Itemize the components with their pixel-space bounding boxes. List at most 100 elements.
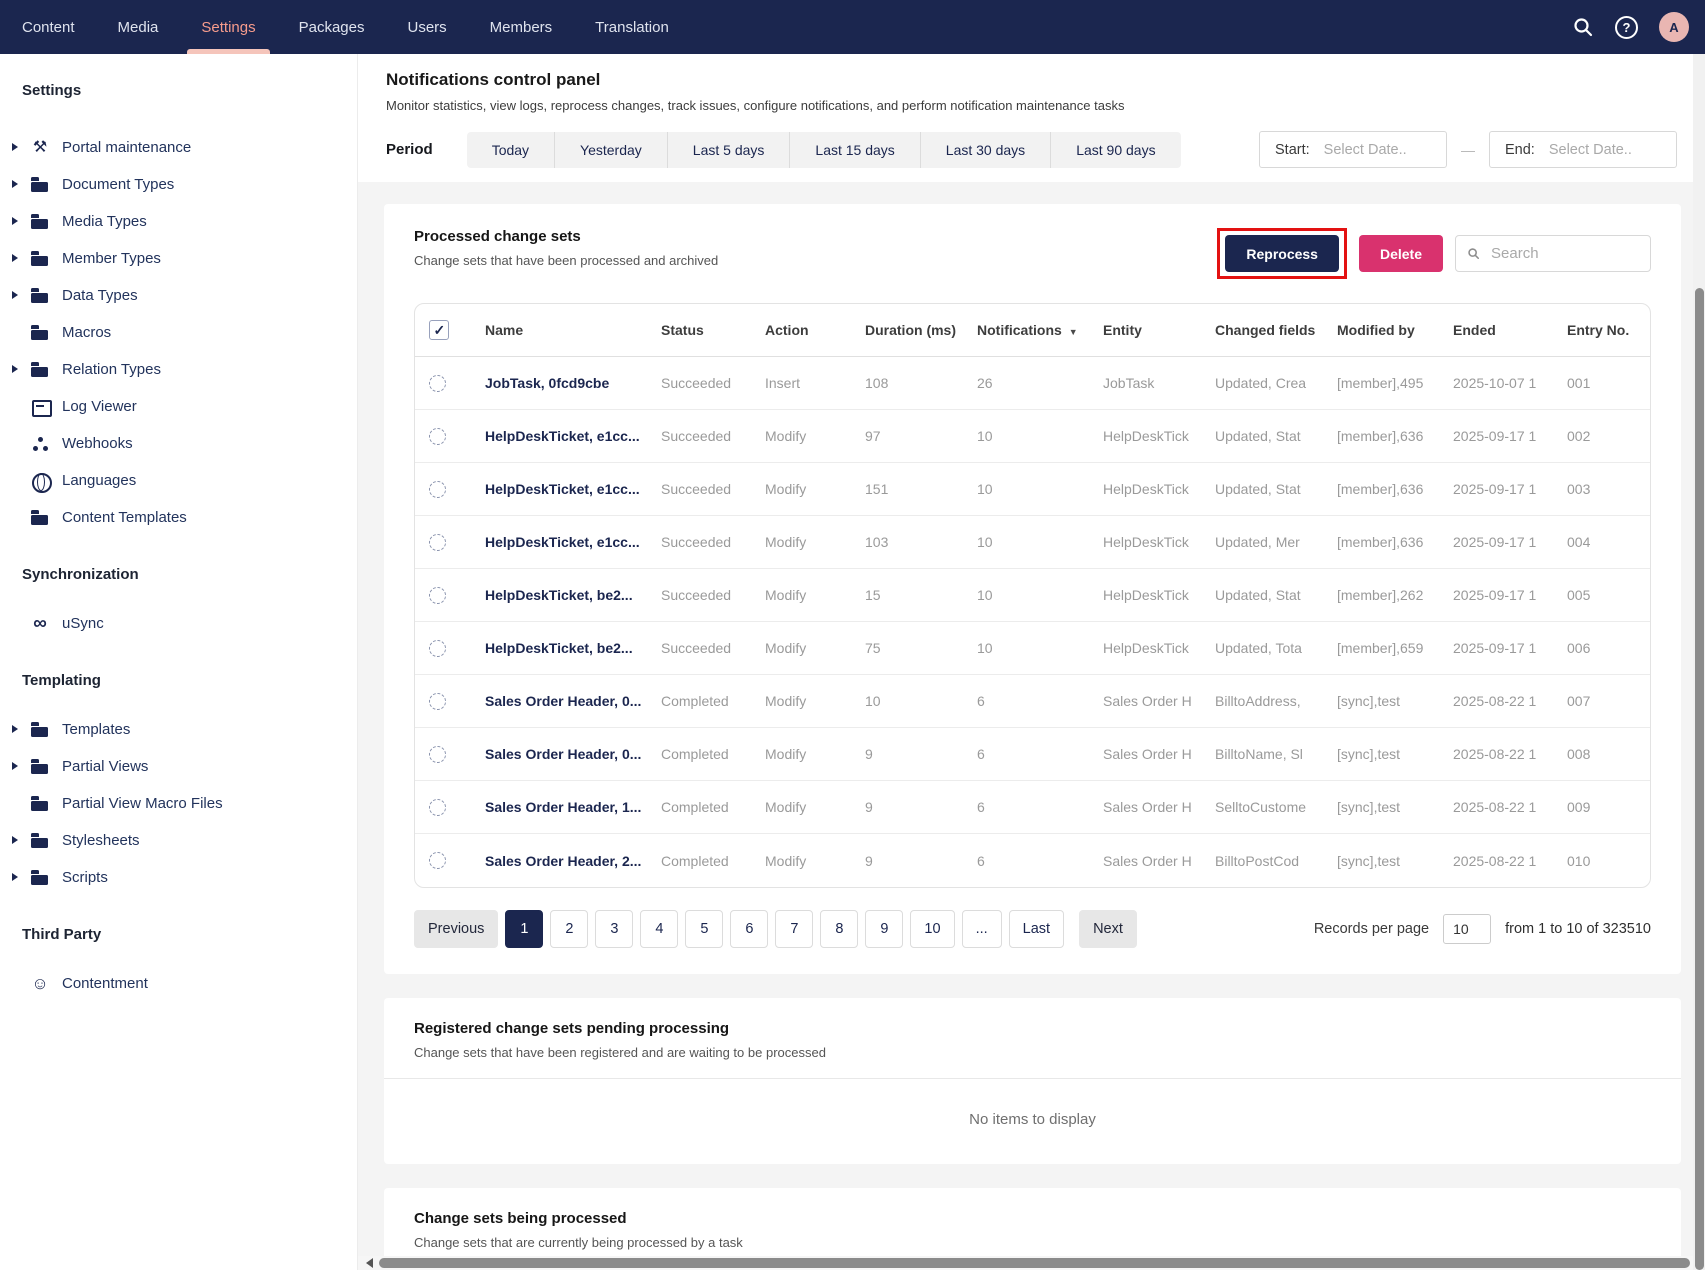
previous-page-button[interactable]: Previous	[414, 910, 499, 948]
expand-caret-icon[interactable]	[10, 141, 26, 155]
page-number-button[interactable]: 4	[640, 910, 679, 948]
start-date-picker[interactable]: Start: Select Date..	[1259, 131, 1447, 168]
cell-name[interactable]: HelpDeskTicket, e1cc...	[485, 481, 640, 497]
nav-tab[interactable]: Media	[118, 0, 159, 54]
nav-tab[interactable]: Content	[22, 0, 75, 54]
cell-name[interactable]: HelpDeskTicket, e1cc...	[485, 428, 640, 444]
sidebar-item[interactable]: Relation Types	[10, 351, 357, 388]
table-row[interactable]: Sales Order Header, 1... Completed Modif…	[415, 781, 1650, 834]
search-icon[interactable]	[1572, 16, 1594, 38]
sidebar-item[interactable]: Partial Views	[10, 748, 357, 785]
page-number-button[interactable]: 9	[865, 910, 904, 948]
cell-name[interactable]: JobTask, 0fcd9cbe	[485, 375, 610, 391]
table-row[interactable]: HelpDeskTicket, e1cc... Succeeded Modify…	[415, 410, 1650, 463]
expand-caret-icon[interactable]	[10, 834, 26, 848]
expand-caret-icon[interactable]	[10, 363, 26, 377]
nav-tab[interactable]: Settings	[187, 0, 270, 54]
table-row[interactable]: Sales Order Header, 0... Completed Modif…	[415, 675, 1650, 728]
select-all-checkbox[interactable]	[429, 320, 449, 340]
page-number-button[interactable]: 7	[775, 910, 814, 948]
page-number-button[interactable]: 10	[910, 910, 955, 948]
row-select-circle[interactable]	[429, 374, 446, 392]
table-row[interactable]: HelpDeskTicket, be2... Succeeded Modify …	[415, 569, 1650, 622]
horizontal-scrollbar-thumb[interactable]	[379, 1258, 1690, 1268]
table-row[interactable]: HelpDeskTicket, e1cc... Succeeded Modify…	[415, 463, 1650, 516]
row-select-circle[interactable]	[429, 480, 446, 498]
row-select-circle[interactable]	[429, 692, 446, 710]
row-select-circle[interactable]	[429, 533, 446, 551]
column-header-name[interactable]: Name	[485, 322, 524, 338]
row-select-circle[interactable]	[429, 745, 446, 763]
row-select-circle[interactable]	[429, 798, 446, 816]
page-number-button[interactable]: 5	[685, 910, 724, 948]
column-header-entry-no[interactable]: Entry No.	[1567, 322, 1630, 338]
sidebar-item[interactable]: Log Viewer	[10, 388, 357, 425]
next-page-button[interactable]: Next	[1079, 910, 1137, 948]
delete-button[interactable]: Delete	[1358, 235, 1443, 272]
cell-name[interactable]: HelpDeskTicket, be2...	[485, 640, 633, 656]
page-number-button[interactable]: 3	[595, 910, 634, 948]
sidebar-item[interactable]: Macros	[10, 314, 357, 351]
column-header-duration[interactable]: Duration (ms)	[865, 322, 956, 338]
column-header-action[interactable]: Action	[765, 322, 809, 338]
cell-name[interactable]: Sales Order Header, 1...	[485, 799, 642, 815]
help-icon[interactable]: ?	[1615, 15, 1638, 39]
column-header-modified-by[interactable]: Modified by	[1337, 322, 1415, 338]
expand-caret-icon[interactable]	[10, 252, 26, 266]
cell-name[interactable]: HelpDeskTicket, be2...	[485, 587, 633, 603]
page-number-button[interactable]: 2	[550, 910, 589, 948]
sidebar-item[interactable]: Data Types	[10, 277, 357, 314]
row-select-circle[interactable]	[429, 852, 446, 869]
search-input[interactable]	[1489, 244, 1639, 263]
records-per-page-input[interactable]	[1443, 914, 1492, 944]
period-preset-button[interactable]: Last 5 days	[666, 131, 790, 168]
cell-name[interactable]: Sales Order Header, 0...	[485, 693, 642, 709]
sidebar-item[interactable]: Languages	[10, 462, 357, 499]
row-select-circle[interactable]	[429, 639, 446, 657]
vertical-scrollbar-thumb[interactable]	[1694, 288, 1704, 1270]
period-preset-button[interactable]: Last 15 days	[789, 131, 919, 168]
sidebar-item[interactable]: Media Types	[10, 203, 357, 240]
sidebar-item[interactable]: Stylesheets	[10, 822, 357, 859]
nav-tab[interactable]: Users	[407, 0, 446, 54]
period-preset-button[interactable]: Last 90 days	[1050, 131, 1180, 168]
table-row[interactable]: Sales Order Header, 0... Completed Modif…	[415, 728, 1650, 781]
sidebar-item[interactable]: Webhooks	[10, 425, 357, 462]
table-row[interactable]: JobTask, 0fcd9cbe Succeeded Insert 108 2…	[415, 357, 1650, 410]
column-header-status[interactable]: Status	[661, 322, 704, 338]
sidebar-item[interactable]: Member Types	[10, 240, 357, 277]
sidebar-item[interactable]: Contentment	[10, 965, 357, 1002]
sidebar-item[interactable]: Scripts	[10, 859, 357, 896]
scroll-left-arrow-icon[interactable]	[366, 1258, 373, 1268]
expand-caret-icon[interactable]	[10, 178, 26, 192]
sidebar-item[interactable]: Portal maintenance	[10, 129, 357, 166]
page-number-button[interactable]: 8	[820, 910, 859, 948]
user-avatar[interactable]: A	[1659, 12, 1689, 42]
sidebar-item[interactable]: Document Types	[10, 166, 357, 203]
cell-name[interactable]: HelpDeskTicket, e1cc...	[485, 534, 640, 550]
period-preset-button[interactable]: Today	[491, 141, 530, 158]
expand-caret-icon[interactable]	[10, 289, 26, 303]
nav-tab[interactable]: Translation	[595, 0, 669, 54]
expand-caret-icon[interactable]	[10, 760, 26, 774]
table-row[interactable]: HelpDeskTicket, be2... Succeeded Modify …	[415, 622, 1650, 675]
sidebar-item[interactable]: Templates	[10, 711, 357, 748]
page-number-button[interactable]: ...	[961, 910, 1002, 948]
page-number-button[interactable]: 1	[505, 910, 544, 948]
vertical-scrollbar[interactable]	[1693, 54, 1705, 1270]
nav-tab[interactable]: Packages	[299, 0, 365, 54]
column-header-entity[interactable]: Entity	[1103, 322, 1142, 338]
cell-name[interactable]: Sales Order Header, 0...	[485, 746, 642, 762]
table-row[interactable]: HelpDeskTicket, e1cc... Succeeded Modify…	[415, 516, 1650, 569]
expand-caret-icon[interactable]	[10, 723, 26, 737]
period-preset-button[interactable]: Yesterday	[554, 131, 667, 168]
page-number-button[interactable]: Last	[1008, 910, 1065, 948]
sidebar-item[interactable]: uSync	[10, 605, 357, 642]
column-header-notifications[interactable]: Notifications	[977, 322, 1103, 338]
page-number-button[interactable]: 6	[730, 910, 769, 948]
sidebar-item[interactable]: Partial View Macro Files	[10, 785, 357, 822]
end-date-picker[interactable]: End: Select Date..	[1489, 131, 1677, 168]
period-preset-button[interactable]: Last 30 days	[919, 131, 1050, 168]
row-select-circle[interactable]	[429, 427, 446, 445]
expand-caret-icon[interactable]	[10, 871, 26, 885]
